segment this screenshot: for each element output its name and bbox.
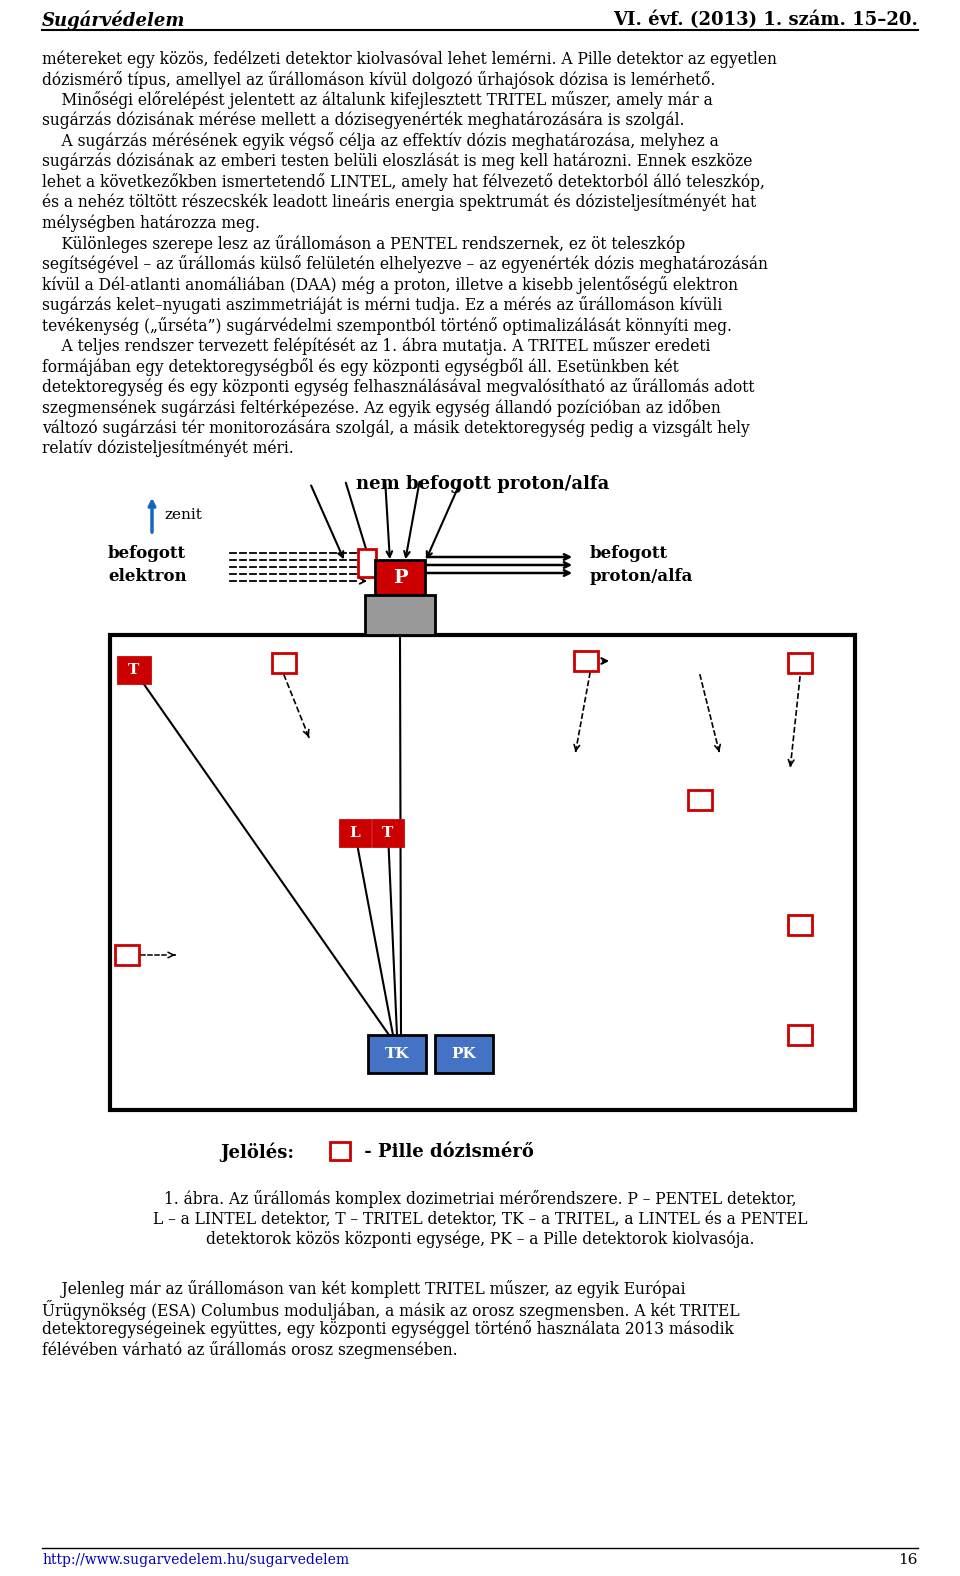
Bar — [365, 596, 435, 635]
Text: 16: 16 — [899, 1552, 918, 1567]
Text: és a nehéz töltött részecskék leadott lineáris energia spektrumát és dózisteljes: és a nehéz töltött részecskék leadott li… — [42, 194, 756, 211]
Text: relatív dózisteljesítményét méri.: relatív dózisteljesítményét méri. — [42, 440, 294, 457]
Text: Jelölés:: Jelölés: — [220, 1143, 294, 1162]
Text: dózismérő típus, amellyel az űrállomáson kívül dolgozó űrhajósok dózisa is lemér: dózismérő típus, amellyel az űrállomáson… — [42, 71, 715, 88]
Text: P: P — [393, 569, 407, 586]
Text: lehet a következőkben ismertetendő LINTEL, amely hat félvezető detektorból álló : lehet a következőkben ismertetendő LINTE… — [42, 173, 765, 191]
Bar — [373, 820, 403, 846]
Text: - Pille dózismérő: - Pille dózismérő — [358, 1143, 534, 1162]
Text: Sugárvédelem: Sugárvédelem — [42, 11, 185, 30]
Text: VI. évf. (2013) 1. szám. 15–20.: VI. évf. (2013) 1. szám. 15–20. — [613, 11, 918, 30]
Text: L – a LINTEL detektor, T – TRITEL detektor, TK – a TRITEL, a LINTEL és a PENTEL: L – a LINTEL detektor, T – TRITEL detekt… — [153, 1210, 807, 1228]
Text: tevékenység („űrséta”) sugárvédelmi szempontból történő optimalizálását könnyíti: tevékenység („űrséta”) sugárvédelmi szem… — [42, 317, 732, 334]
Bar — [788, 652, 812, 673]
Text: sugárzás kelet–nyugati aszimmetriáját is mérni tudja. Ez a mérés az űrállomáson : sugárzás kelet–nyugati aszimmetriáját is… — [42, 296, 722, 314]
Text: Minőségi előrelépést jelentett az általunk kifejlesztett TRITEL műszer, amely má: Minőségi előrelépést jelentett az általu… — [42, 91, 712, 109]
Bar — [118, 657, 150, 682]
Text: zenit: zenit — [164, 507, 202, 522]
Text: TK: TK — [385, 1046, 409, 1061]
Text: elektron: elektron — [108, 567, 186, 585]
Text: segítségével – az űrállomás külső felületén elhelyezve – az egyenérték dózis meg: segítségével – az űrállomás külső felüle… — [42, 255, 768, 273]
Text: befogott: befogott — [108, 545, 186, 563]
Bar — [368, 1035, 426, 1073]
Bar — [272, 652, 296, 673]
Bar — [340, 820, 370, 846]
Text: Különleges szerepe lesz az űrállomáson a PENTEL rendszernek, ez öt teleszkóp: Különleges szerepe lesz az űrállomáson a… — [42, 235, 685, 252]
Text: Űrügynökség (ESA) Columbus moduljában, a másik az orosz szegmensben. A két TRITE: Űrügynökség (ESA) Columbus moduljában, a… — [42, 1300, 739, 1321]
Text: változó sugárzási tér monitorozására szolgál, a másik detektoregység pedig a viz: változó sugárzási tér monitorozására szo… — [42, 419, 750, 437]
Text: sugárzás dózisának az emberi testen belüli eloszlását is meg kell határozni. Enn: sugárzás dózisának az emberi testen belü… — [42, 153, 753, 170]
Text: proton/alfa: proton/alfa — [590, 567, 693, 585]
Text: mélységben határozza meg.: mélységben határozza meg. — [42, 214, 260, 232]
Text: detektoregységeinek együttes, egy központi egységgel történő használata 2013 más: detektoregységeinek együttes, egy közpon… — [42, 1321, 733, 1338]
Bar — [330, 1143, 350, 1160]
Text: métereket egy közös, fedélzeti detektor kiolvasóval lehet lemérni. A Pille detek: métereket egy közös, fedélzeti detektor … — [42, 50, 777, 68]
Bar — [688, 790, 712, 810]
Text: Jelenleg már az űrállomáson van két komplett TRITEL műszer, az egyik Európai: Jelenleg már az űrállomáson van két komp… — [42, 1280, 685, 1297]
Text: detektoregység és egy központi egység felhasználásával megvalósítható az űrállom: detektoregység és egy központi egység fe… — [42, 378, 755, 396]
Text: A sugárzás mérésének egyik végső célja az effektív dózis meghatározása, melyhez : A sugárzás mérésének egyik végső célja a… — [42, 132, 719, 150]
Text: L: L — [349, 826, 360, 840]
Bar — [435, 1035, 493, 1073]
Bar — [375, 559, 425, 596]
Text: 1. ábra. Az űrállomás komplex dozimetriai mérőrendszere. P – PENTEL detektor,: 1. ábra. Az űrállomás komplex dozimetria… — [164, 1190, 796, 1207]
Text: T: T — [129, 663, 139, 678]
Text: nem befogott proton/alfa: nem befogott proton/alfa — [356, 474, 610, 493]
Text: befogott: befogott — [590, 545, 668, 563]
Text: http://www.sugarvedelem.hu/sugarvedelem: http://www.sugarvedelem.hu/sugarvedelem — [42, 1552, 349, 1567]
Bar — [110, 635, 855, 1110]
Text: PK: PK — [451, 1046, 476, 1061]
Text: T: T — [382, 826, 394, 840]
Text: kívül a Dél-atlanti anomáliában (DAA) még a proton, illetve a kisebb jelentőségű: kívül a Dél-atlanti anomáliában (DAA) mé… — [42, 276, 738, 293]
Text: detektorok közös központi egysége, PK – a Pille detektorok kiolvasója.: detektorok közös központi egysége, PK – … — [205, 1231, 755, 1248]
Text: A teljes rendszer tervezett felépítését az 1. ábra mutatja. A TRITEL műszer ered: A teljes rendszer tervezett felépítését … — [42, 337, 710, 355]
Bar — [788, 916, 812, 935]
Text: sugárzás dózisának mérése mellett a dózisegyenérték meghatározására is szolgál.: sugárzás dózisának mérése mellett a dózi… — [42, 112, 684, 129]
Bar — [574, 651, 598, 671]
Bar — [115, 946, 139, 965]
Bar — [788, 1024, 812, 1045]
Text: félévében várható az űrállomás orosz szegmensében.: félévében várható az űrállomás orosz sze… — [42, 1341, 458, 1359]
Bar — [358, 548, 376, 577]
Text: szegmensének sugárzási feltérképezése. Az egyik egység állandó pozícióban az idő: szegmensének sugárzási feltérképezése. A… — [42, 399, 721, 416]
Text: formájában egy detektoregységből és egy központi egységből áll. Esetünkben két: formájában egy detektoregységből és egy … — [42, 358, 679, 375]
